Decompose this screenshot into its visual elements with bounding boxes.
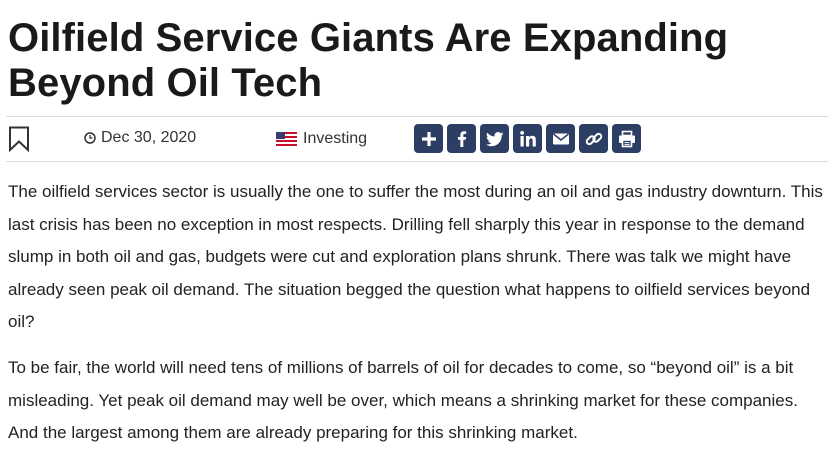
article-meta-bar: Dec 30, 2020 Investing (6, 116, 828, 162)
copy-link-button[interactable] (579, 124, 608, 153)
bookmark-icon (9, 126, 29, 153)
linkedin-icon (519, 130, 536, 146)
share-linkedin-button[interactable] (513, 124, 542, 153)
clock-icon (84, 132, 96, 144)
share-more-button[interactable] (414, 124, 443, 153)
headline-line-2: Beyond Oil Tech (8, 61, 323, 105)
article-paragraph-1: The oilfield services sector is usually … (8, 182, 823, 331)
article-headline: Oilfield Service Giants Are Expanding Be… (8, 16, 828, 106)
link-icon (585, 132, 602, 145)
publish-date: Dec 30, 2020 (84, 129, 196, 147)
date-text: Dec 30, 2020 (101, 129, 197, 146)
facebook-icon (457, 130, 466, 147)
plus-icon (421, 131, 436, 146)
article-source: Investing (276, 130, 367, 148)
bookmark-button[interactable] (8, 126, 30, 153)
share-toolbar (414, 124, 641, 153)
twitter-icon (485, 131, 503, 146)
share-email-button[interactable] (546, 124, 575, 153)
headline-line-1: Oilfield Service Giants Are Expanding (8, 16, 729, 60)
print-button[interactable] (612, 124, 641, 153)
share-twitter-button[interactable] (480, 124, 509, 153)
email-icon (552, 132, 569, 144)
us-flag-icon (276, 132, 297, 146)
source-name: Investing (303, 130, 368, 147)
share-facebook-button[interactable] (447, 124, 476, 153)
article-paragraph-2: To be fair, the world will need tens of … (8, 358, 798, 442)
print-icon (618, 130, 635, 147)
